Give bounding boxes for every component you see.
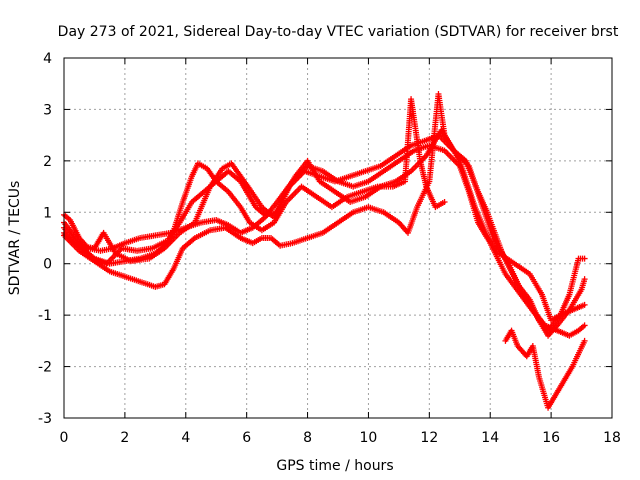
- x-tick-label: 4: [181, 430, 190, 446]
- data-point: [441, 199, 448, 205]
- series-track-f: [502, 327, 588, 411]
- y-tick-label: 1: [43, 205, 52, 221]
- data-points: [61, 91, 588, 411]
- x-tick-label: 6: [242, 430, 251, 446]
- x-tick-label: 14: [481, 430, 499, 446]
- y-tick-label: 2: [43, 154, 52, 170]
- x-tick-label: 10: [360, 430, 378, 446]
- series-track-e: [61, 132, 588, 339]
- x-tick-label: 0: [60, 430, 69, 446]
- grid-lines: [64, 58, 612, 418]
- y-tick-label: 0: [43, 257, 52, 273]
- chart-title: Day 273 of 2021, Sidereal Day-to-day VTE…: [58, 24, 619, 40]
- data-point: [581, 337, 588, 344]
- y-tick-label: 4: [43, 51, 52, 67]
- x-axis-label: GPS time / hours: [276, 458, 393, 474]
- y-tick-label: -2: [38, 360, 52, 376]
- y-axis-label: SDTVAR / TECUs: [7, 181, 23, 296]
- series-track-c: [61, 91, 588, 339]
- data-point: [581, 255, 588, 262]
- x-tick-label: 12: [420, 430, 438, 446]
- y-tick-label: 3: [43, 102, 52, 118]
- y-tick-label: -3: [38, 411, 52, 427]
- x-tick-label: 8: [303, 430, 312, 446]
- data-point: [581, 322, 588, 329]
- plot-frame: [63, 57, 613, 419]
- x-tick-label: 2: [120, 430, 129, 446]
- data-point: [581, 301, 588, 308]
- x-tick-label: 18: [603, 430, 621, 446]
- x-tick-label: 16: [542, 430, 560, 446]
- data-point: [581, 276, 588, 283]
- y-tick-label: -1: [38, 308, 52, 324]
